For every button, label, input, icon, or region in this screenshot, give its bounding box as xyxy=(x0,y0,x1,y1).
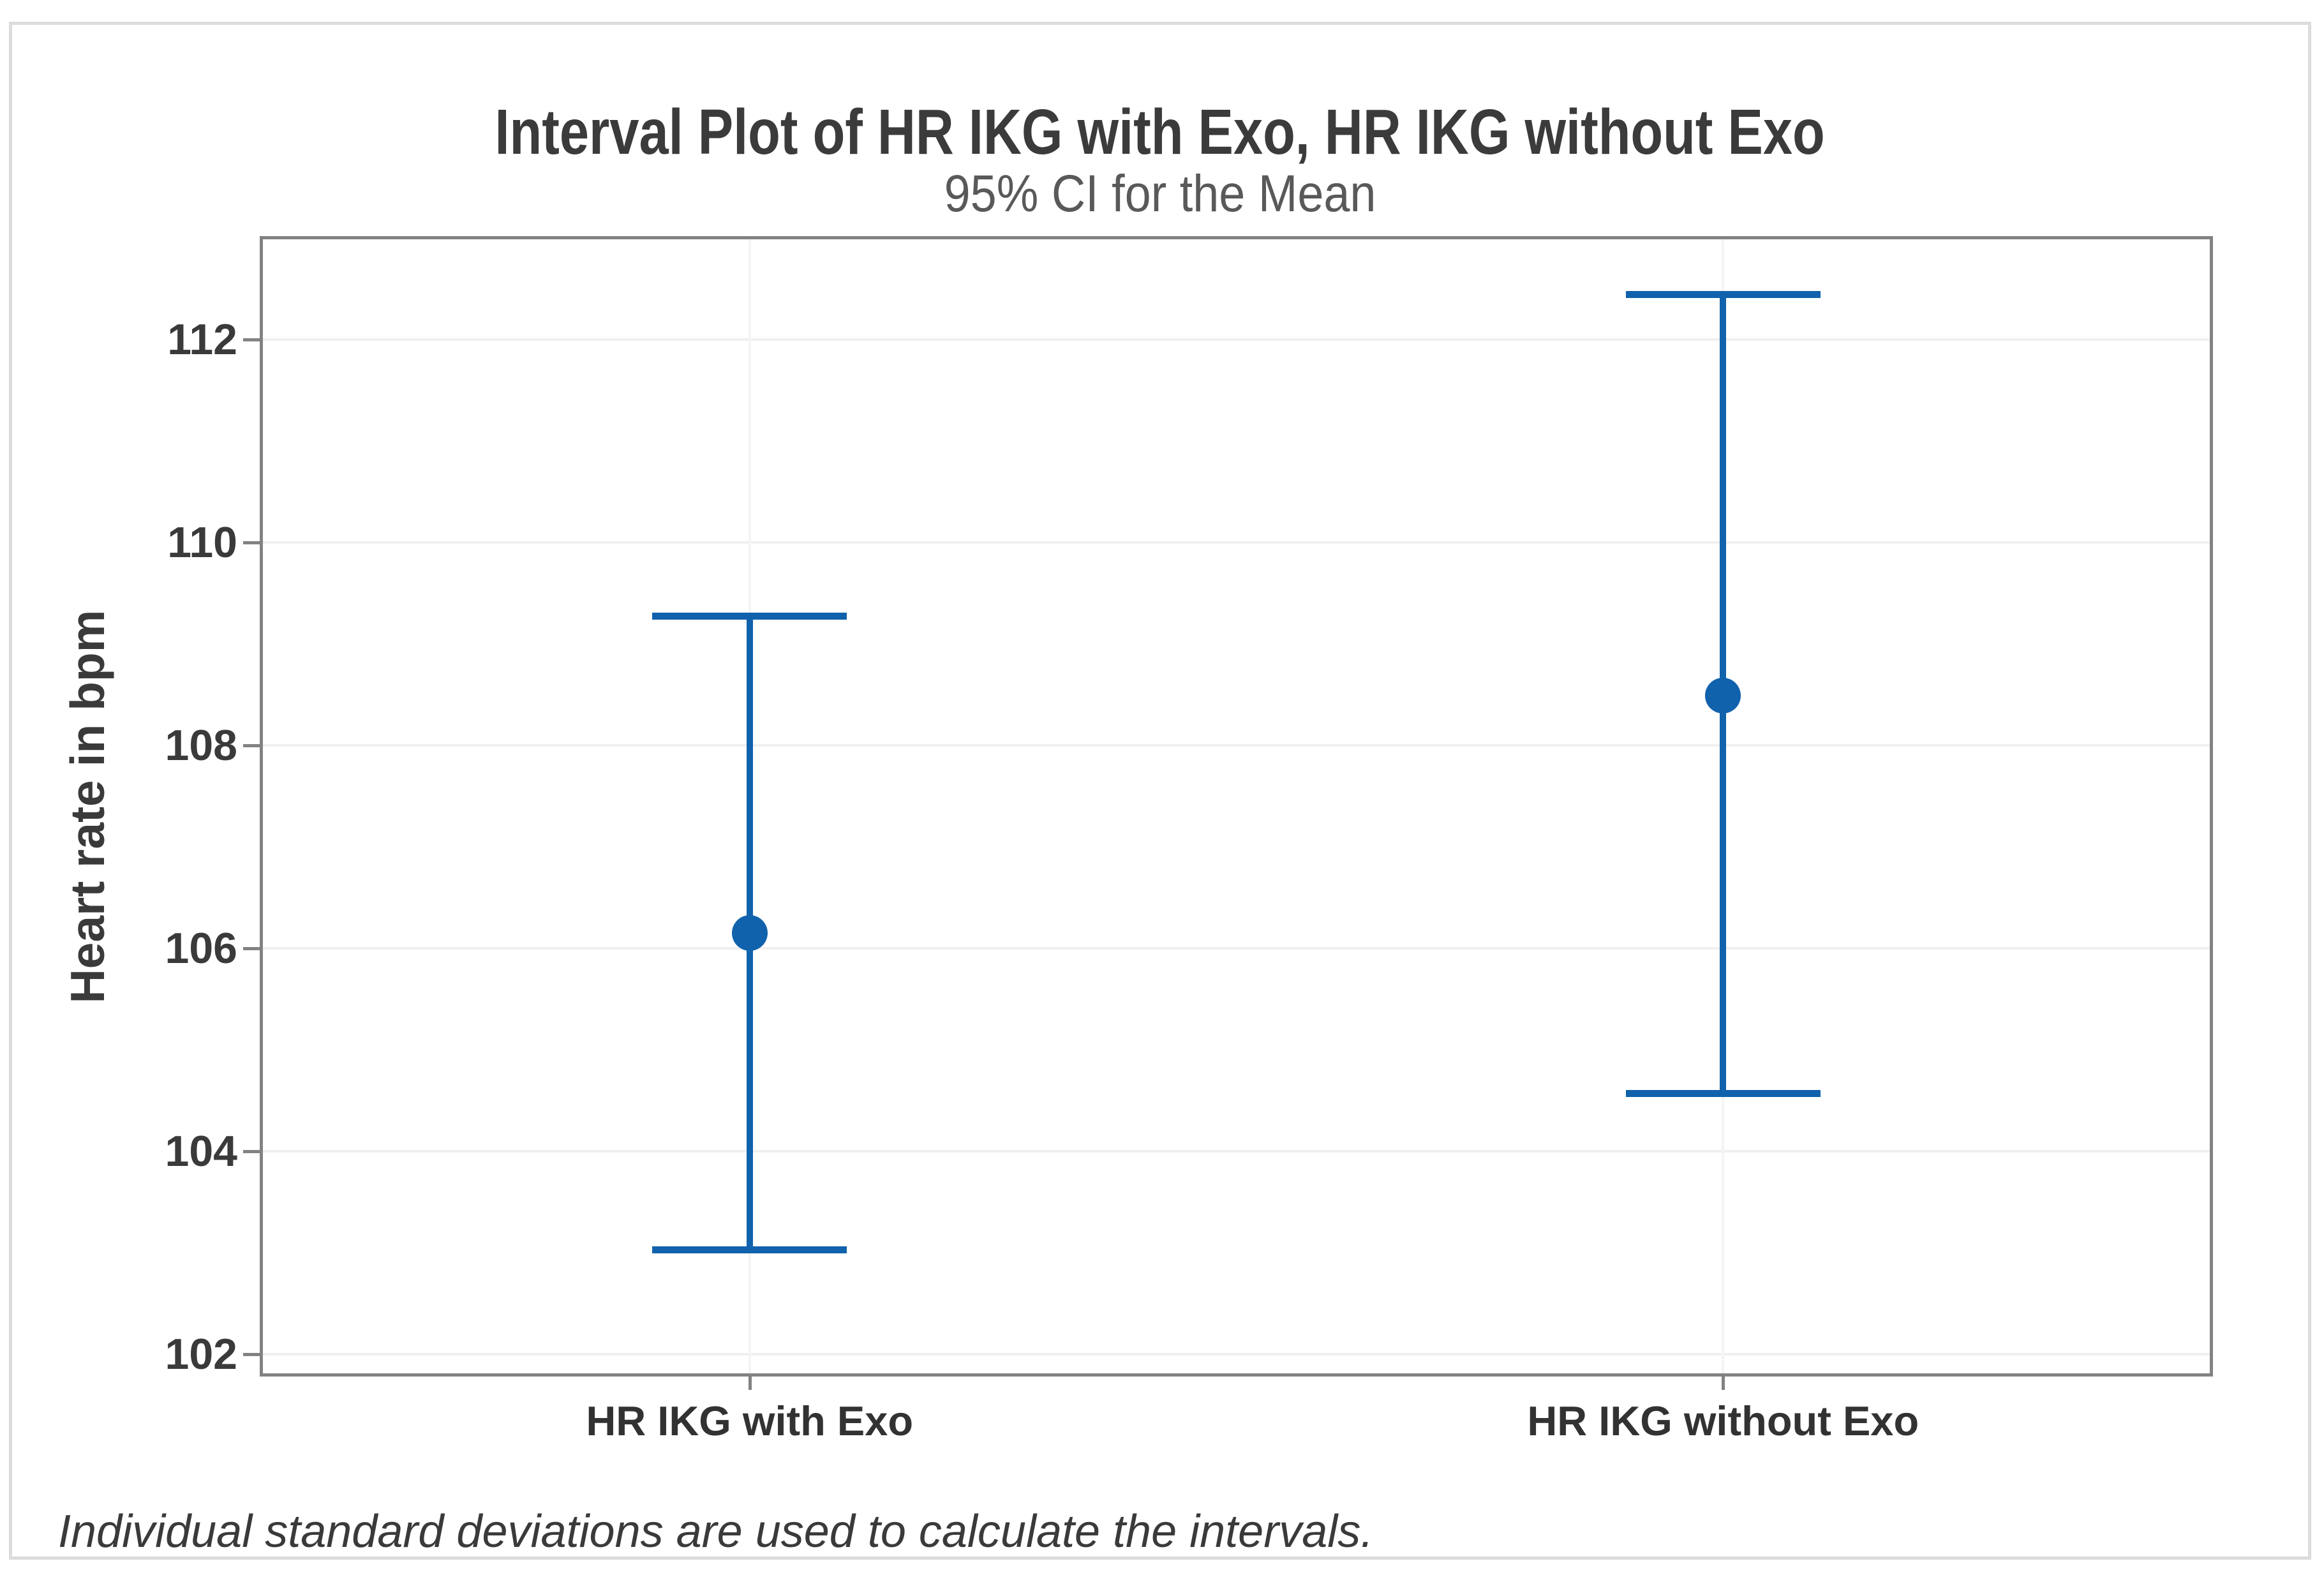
ci-cap-top xyxy=(1625,290,1821,298)
x-axis-tick xyxy=(748,1373,752,1390)
y-gridline xyxy=(263,1149,2210,1153)
y-axis-tick xyxy=(243,338,260,342)
chart-subtitle-text: 95% CI for the Mean xyxy=(944,165,1376,223)
y-axis-title: Heart rate in bpm xyxy=(61,609,114,1003)
chart-subtitle: 95% CI for the Mean xyxy=(12,168,2308,220)
ci-cap-bottom xyxy=(1625,1090,1821,1098)
mean-symbol xyxy=(1705,678,1741,714)
y-tick-label: 108 xyxy=(165,721,237,770)
y-tick-label: 102 xyxy=(165,1329,237,1378)
footnote: Individual standard deviations are used … xyxy=(58,1506,1374,1557)
y-gridline xyxy=(263,338,2210,341)
chart-title-text: Interval Plot of HR IKG with Exo, HR IKG… xyxy=(495,96,1826,168)
y-axis-tick xyxy=(243,1352,260,1356)
plot-area: Heart rate in bpm 102 104 106 108 110 112 HR I… xyxy=(61,236,2213,1442)
ci-cap-bottom xyxy=(652,1246,847,1254)
y-axis-tick xyxy=(243,947,260,951)
chart-panel: Interval Plot of HR IKG with Exo, HR IKG… xyxy=(9,22,2311,1560)
y-gridline xyxy=(263,947,2210,950)
chart-title: Interval Plot of HR IKG with Exo, HR IKG… xyxy=(12,100,2308,164)
y-tick-label: 104 xyxy=(165,1126,237,1176)
x-category-label: HR IKG without Exo xyxy=(1527,1398,1919,1444)
y-gridline xyxy=(263,541,2210,544)
ci-cap-top xyxy=(652,612,847,620)
y-axis-tick xyxy=(243,541,260,545)
y-tick-label: 110 xyxy=(167,518,237,567)
x-category-label: HR IKG with Exo xyxy=(586,1398,914,1444)
y-gridline xyxy=(263,744,2210,747)
y-axis-tick xyxy=(243,1149,260,1153)
y-tick-label: 112 xyxy=(167,315,237,364)
mean-symbol xyxy=(731,915,768,952)
y-axis-tick xyxy=(243,744,260,748)
x-axis-tick xyxy=(1722,1373,1725,1390)
y-tick-label: 106 xyxy=(165,924,237,973)
y-gridline xyxy=(263,1352,2210,1355)
